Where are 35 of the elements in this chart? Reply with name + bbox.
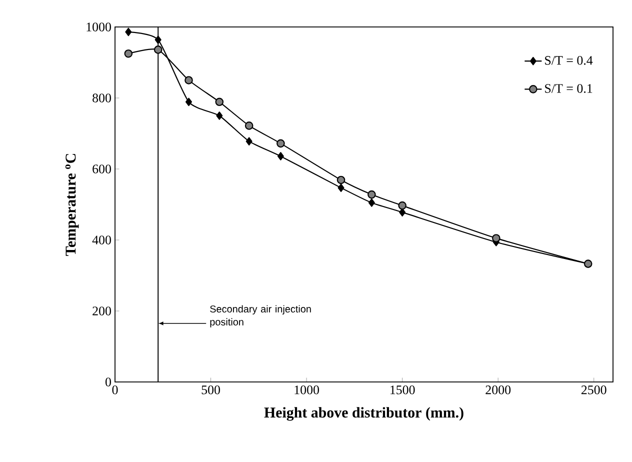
x-axis-title: Height above distributor (mm.) <box>264 407 464 421</box>
point <box>276 139 285 148</box>
point <box>184 76 193 84</box>
point <box>154 46 162 54</box>
point <box>124 49 133 58</box>
y-tick-label: 400 <box>92 236 111 244</box>
point <box>336 176 346 184</box>
point <box>368 198 375 207</box>
annotation: Secondary air injection position <box>210 305 311 328</box>
x-tick-label: 2000 <box>486 386 511 394</box>
point <box>154 36 162 44</box>
y-tick-label: 200 <box>92 306 111 316</box>
point <box>186 98 192 106</box>
legend-label: S/T = 0.1 <box>545 84 592 93</box>
point <box>398 201 406 210</box>
x-tick-label: 0 <box>112 386 118 394</box>
point <box>277 152 284 160</box>
point <box>125 28 132 36</box>
legend-label: S/T = 0.4 <box>545 56 593 65</box>
point <box>368 190 376 199</box>
point <box>492 234 500 242</box>
point <box>244 122 254 130</box>
y-axis-title: Temperature $^{o}$C <box>65 154 79 256</box>
point <box>215 98 224 106</box>
y-tick-label: 1000 <box>86 22 111 32</box>
point <box>216 112 223 120</box>
point <box>246 137 252 146</box>
y-tick-label: 0 <box>106 378 111 386</box>
x-tick-label: 1500 <box>390 386 415 394</box>
y-tick-label: 600 <box>92 164 111 174</box>
y-tick-label: 800 <box>92 94 111 102</box>
point <box>338 184 344 192</box>
x-tick-label: 2500 <box>581 386 606 394</box>
x-tick-label: 1000 <box>294 386 320 394</box>
x-tick-label: 500 <box>202 386 220 394</box>
